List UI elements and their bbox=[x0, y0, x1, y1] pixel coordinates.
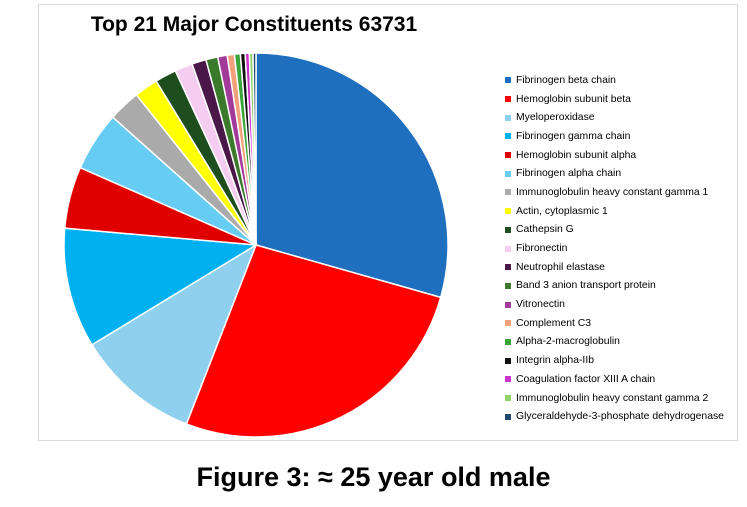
pie-slice-0 bbox=[255, 52, 449, 299]
legend-label: Myeloperoxidase bbox=[516, 112, 595, 124]
legend-label: Complement C3 bbox=[516, 317, 592, 329]
legend-item: Vitronectin bbox=[505, 295, 737, 314]
legend-item: Integrin alpha-IIb bbox=[505, 351, 737, 370]
legend-swatch bbox=[505, 96, 511, 103]
legend-item: Fibrinogen alpha chain bbox=[505, 164, 737, 183]
legend-item: Complement C3 bbox=[505, 314, 737, 333]
legend-item: Glyceraldehyde-3-phosphate dehydrogenase bbox=[505, 407, 737, 426]
legend-item: Actin, cytoplasmic 1 bbox=[505, 202, 737, 221]
legend-item: Hemoglobin subunit beta bbox=[505, 90, 737, 109]
legend-item: Immunoglobulin heavy constant gamma 1 bbox=[505, 183, 737, 202]
legend-label: Fibrinogen alpha chain bbox=[516, 168, 622, 180]
legend-label: Immunoglobulin heavy constant gamma 2 bbox=[516, 392, 709, 404]
legend-label: Immunoglobulin heavy constant gamma 1 bbox=[516, 186, 709, 198]
legend-swatch bbox=[505, 320, 511, 327]
legend-item: Band 3 anion transport protein bbox=[505, 277, 737, 296]
legend-item: Fibrinogen beta chain bbox=[505, 71, 737, 90]
pie-slice-3 bbox=[63, 227, 259, 346]
legend-swatch bbox=[505, 189, 511, 196]
legend-swatch bbox=[505, 413, 511, 420]
legend-swatch bbox=[505, 114, 511, 121]
legend-swatch bbox=[505, 338, 511, 345]
legend-swatch bbox=[505, 376, 511, 383]
legend-label: Hemoglobin subunit alpha bbox=[516, 149, 637, 161]
legend-swatch bbox=[505, 282, 511, 289]
legend-label: Fibrinogen beta chain bbox=[516, 74, 616, 86]
legend-swatch bbox=[505, 77, 511, 84]
legend-label: Hemoglobin subunit beta bbox=[516, 93, 631, 105]
legend-item: Fibronectin bbox=[505, 239, 737, 258]
legend-swatch bbox=[505, 245, 511, 252]
pie-slice-2 bbox=[90, 243, 258, 425]
chart-title: Top 21 Major Constituents 63731 bbox=[90, 13, 418, 36]
pie-chart bbox=[63, 52, 449, 438]
legend-label: Neutrophil elastase bbox=[516, 261, 605, 273]
legend-swatch bbox=[505, 264, 511, 271]
legend-swatch bbox=[505, 395, 511, 402]
legend-label: Integrin alpha-IIb bbox=[516, 355, 594, 367]
chart-legend: Fibrinogen beta chain Hemoglobin subunit … bbox=[505, 71, 737, 426]
legend-item: Myeloperoxidase bbox=[505, 108, 737, 127]
legend-swatch bbox=[505, 133, 511, 140]
legend-item: Fibrinogen gamma chain bbox=[505, 127, 737, 146]
legend-swatch bbox=[505, 357, 511, 364]
legend-item: Hemoglobin subunit alpha bbox=[505, 146, 737, 165]
legend-swatch bbox=[505, 226, 511, 233]
legend-label: Fibrinogen gamma chain bbox=[516, 130, 631, 142]
legend-label: Actin, cytoplasmic 1 bbox=[516, 205, 608, 217]
legend-swatch bbox=[505, 301, 511, 308]
chart-frame: Top 21 Major Constituents 63731 Fibrinog… bbox=[38, 4, 738, 441]
legend-label: Coagulation factor XIII A chain bbox=[516, 373, 656, 385]
legend-item: Coagulation factor XIII A chain bbox=[505, 370, 737, 389]
legend-swatch bbox=[505, 170, 511, 177]
legend-item: Immunoglobulin heavy constant gamma 2 bbox=[505, 389, 737, 408]
legend-label: Cathepsin G bbox=[516, 224, 574, 236]
legend-swatch bbox=[505, 152, 511, 159]
pie-slice-18 bbox=[252, 52, 257, 246]
legend-label: Alpha-2-macroglobulin bbox=[516, 336, 620, 348]
legend-label: Band 3 anion transport protein bbox=[516, 280, 656, 292]
legend-swatch bbox=[505, 208, 511, 215]
legend-label: Fibronectin bbox=[516, 243, 568, 255]
legend-label: Glyceraldehyde-3-phosphate dehydrogenase bbox=[516, 411, 724, 423]
legend-item: Cathepsin G bbox=[505, 221, 737, 240]
legend-item: Alpha-2-macroglobulin bbox=[505, 333, 737, 352]
legend-label: Vitronectin bbox=[516, 299, 565, 311]
legend-item: Neutrophil elastase bbox=[505, 258, 737, 277]
pie-slice-1 bbox=[185, 244, 442, 438]
figure-caption: Figure 3: ≈ 25 year old male bbox=[196, 462, 551, 492]
